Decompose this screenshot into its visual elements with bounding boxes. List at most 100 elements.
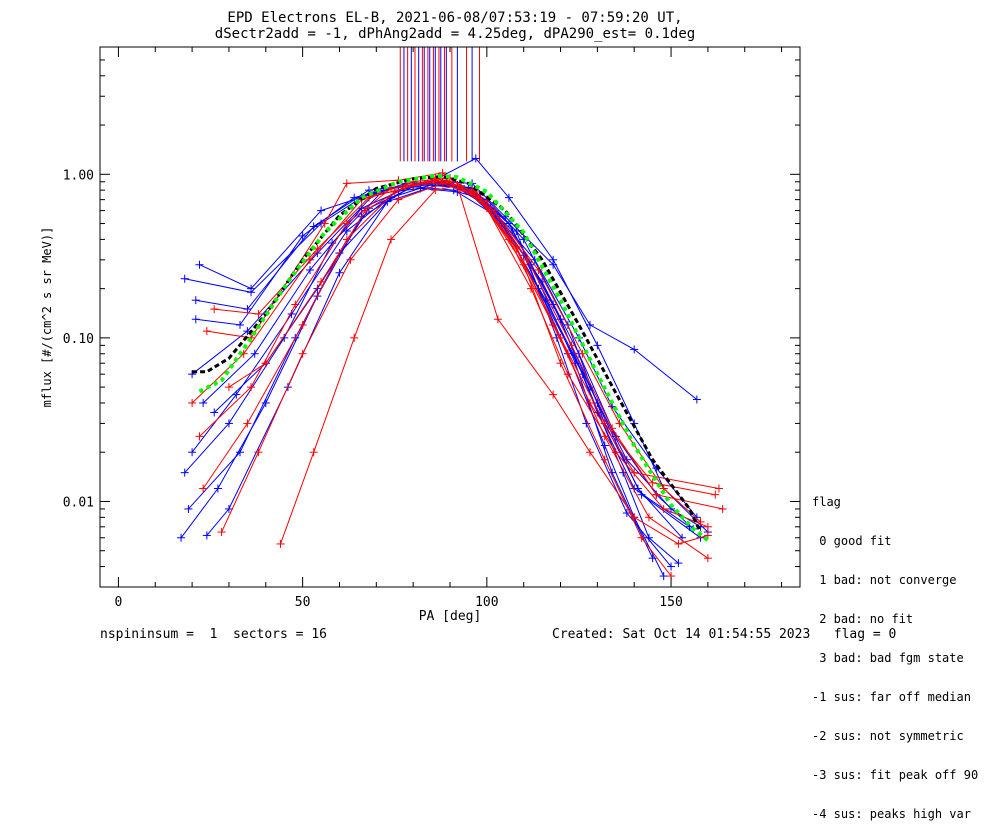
data-point xyxy=(202,327,211,336)
data-point xyxy=(202,531,211,540)
data-point xyxy=(630,345,639,354)
data-point xyxy=(586,448,594,457)
data-point xyxy=(177,533,186,542)
data-point xyxy=(291,300,300,309)
data-point xyxy=(718,504,727,513)
data-point xyxy=(630,468,639,477)
data-point xyxy=(261,398,270,407)
series-line-16 xyxy=(280,185,709,545)
data-point xyxy=(431,186,440,195)
data-point xyxy=(306,265,314,274)
data-point xyxy=(648,478,657,487)
data-point xyxy=(703,522,712,531)
data-point xyxy=(696,517,705,526)
data-point xyxy=(567,341,576,350)
data-point xyxy=(320,219,329,228)
data-point xyxy=(482,197,491,206)
data-point xyxy=(549,255,558,264)
chart: EPD Electrons EL-B, 2021-06-08/07:53:19 … xyxy=(40,10,801,624)
series-line-13 xyxy=(206,172,716,496)
data-point xyxy=(195,260,204,269)
data-point xyxy=(184,504,193,513)
data-point xyxy=(703,554,712,563)
data-point xyxy=(652,490,661,499)
series-line-4 xyxy=(199,187,701,539)
series-line-17 xyxy=(214,181,701,523)
data-point xyxy=(224,419,233,428)
y-axis-label: mflux [#/(cm^2 s sr MeV)] xyxy=(40,227,54,408)
x-axis-label: PA [deg] xyxy=(419,609,482,624)
data-point xyxy=(556,333,565,342)
series-line-11 xyxy=(213,186,679,564)
series-line-15 xyxy=(199,179,719,489)
data-point xyxy=(188,398,197,407)
legend-item: -4 sus: peaks high var xyxy=(812,807,971,821)
data-point xyxy=(674,559,683,568)
data-point xyxy=(309,448,318,457)
x-tick-label: 100 xyxy=(475,595,498,610)
data-point xyxy=(195,432,204,441)
y-tick-label: 0.10 xyxy=(63,332,94,347)
data-point xyxy=(390,187,399,196)
data-point xyxy=(608,424,617,433)
y-tick-label: 0.01 xyxy=(63,495,94,510)
data-point xyxy=(637,533,646,542)
data-point xyxy=(523,255,532,264)
data-point xyxy=(342,219,351,228)
legend-item: 0 good fit xyxy=(812,534,892,548)
data-point xyxy=(471,154,480,163)
data-point xyxy=(313,284,322,293)
legend-title: flag xyxy=(812,495,841,509)
data-point xyxy=(213,484,222,493)
data-point xyxy=(401,181,410,190)
data-point xyxy=(180,274,189,283)
series-line-8 xyxy=(191,181,665,577)
series-line-3 xyxy=(184,181,690,528)
legend-item: -1 sus: far off median xyxy=(812,690,971,704)
data-point xyxy=(298,320,307,329)
data-point xyxy=(600,455,609,464)
legend-item: 2 bad: no fit xyxy=(812,612,914,626)
data-point xyxy=(387,235,396,244)
data-point xyxy=(350,333,359,342)
data-point xyxy=(711,490,720,499)
data-point xyxy=(317,206,326,215)
legend-item: -3 sus: fit peak off 90 xyxy=(812,768,979,782)
x-tick-label: 0 xyxy=(115,595,123,610)
data-point xyxy=(261,359,270,368)
fit-curve-21 xyxy=(198,173,710,542)
data-point xyxy=(280,333,289,342)
data-point xyxy=(504,193,513,202)
chart-subtitle: dSectr2add = -1, dPhAng2add = 4.25deg, d… xyxy=(215,26,695,42)
data-point xyxy=(254,448,263,457)
series-line-9 xyxy=(206,185,683,539)
data-point xyxy=(224,383,233,392)
data-point xyxy=(674,539,683,548)
data-point xyxy=(250,349,259,358)
data-point xyxy=(342,227,351,236)
data-point xyxy=(247,383,256,392)
data-point xyxy=(633,484,642,493)
data-point xyxy=(335,268,344,277)
data-point xyxy=(714,484,723,493)
data-point xyxy=(247,284,256,293)
data-point xyxy=(188,448,197,457)
data-point xyxy=(191,315,200,324)
data-point xyxy=(644,533,653,542)
data-point xyxy=(346,255,355,264)
data-point xyxy=(224,504,233,513)
data-point xyxy=(667,562,676,571)
data-point xyxy=(309,222,318,231)
data-point xyxy=(361,206,370,215)
data-point xyxy=(504,219,513,228)
data-point xyxy=(180,468,189,477)
series-line-6 xyxy=(202,184,701,528)
data-point xyxy=(659,572,668,581)
data-point xyxy=(394,195,403,204)
series-line-14 xyxy=(221,182,672,577)
data-point xyxy=(210,305,219,314)
data-point xyxy=(493,315,502,324)
data-point xyxy=(534,265,543,274)
series-line-5 xyxy=(188,182,672,567)
chart-title: EPD Electrons EL-B, 2021-06-08/07:53:19 … xyxy=(227,10,682,26)
